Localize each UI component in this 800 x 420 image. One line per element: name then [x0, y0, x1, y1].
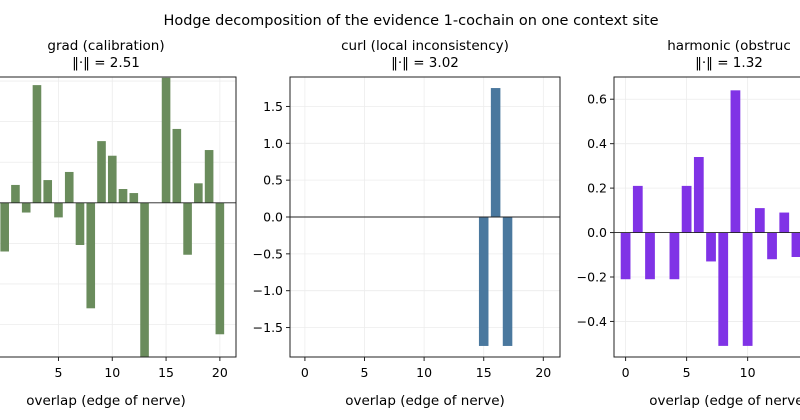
- bar: [204, 150, 214, 203]
- panel-2: 0 5 10 15 20 −1.5 −1.0 −0.5 0.0 0.5 1.0 1.5 curl (lo…: [253, 38, 561, 409]
- y-tick-label: 0.5: [263, 173, 283, 188]
- y-tick-label: 0.0: [587, 225, 607, 240]
- panel-norm: ‖·‖ = 3.02: [391, 55, 459, 71]
- bar: [620, 232, 631, 280]
- bar: [791, 232, 800, 257]
- y-tick-label: 1.5: [263, 99, 283, 114]
- bar: [681, 185, 692, 233]
- bar: [86, 202, 96, 309]
- bar: [54, 202, 63, 218]
- bar: [645, 232, 655, 280]
- y-tick-label: 0.4: [587, 136, 607, 151]
- panel-norm: ‖·‖ = 2.51: [72, 55, 140, 71]
- bar: [97, 141, 106, 203]
- bar: [706, 232, 716, 262]
- bar: [107, 155, 117, 203]
- y-tick-label: −0.4: [577, 314, 607, 329]
- y-tick-label: −0.5: [253, 246, 283, 261]
- y-tick-label: −0.2: [577, 270, 607, 285]
- bar: [172, 128, 182, 203]
- x-tick-label: 5: [683, 365, 691, 380]
- bar: [730, 90, 741, 233]
- panel-title: grad (calibration): [47, 38, 164, 54]
- x-tick-label: 15: [158, 365, 174, 380]
- bar: [161, 77, 171, 203]
- bar: [754, 208, 765, 233]
- bar: [632, 185, 643, 233]
- y-tick-label: 0.0: [263, 210, 283, 225]
- bar: [779, 212, 790, 233]
- bar: [43, 180, 53, 203]
- bar: [490, 88, 501, 217]
- x-axis-label: overlap (edge of nerve): [649, 393, 800, 409]
- bar: [118, 189, 128, 203]
- x-axis-label: overlap (edge of nerve): [345, 393, 505, 409]
- x-axis-label: overlap (edge of nerve): [26, 393, 186, 409]
- x-tick-label: 0: [622, 365, 630, 380]
- panel-title: harmonic (obstruc: [667, 38, 791, 54]
- bar: [64, 171, 74, 203]
- y-tick-label: −1.5: [253, 320, 283, 335]
- bar: [21, 202, 31, 213]
- bar: [194, 183, 203, 203]
- bar: [140, 202, 149, 357]
- x-tick-label: 20: [212, 365, 228, 380]
- x-tick-label: 20: [535, 365, 551, 380]
- y-tick-label: 0.2: [587, 181, 607, 196]
- axes-frame: [613, 76, 800, 358]
- y-tick-label: 1.0: [263, 136, 283, 151]
- bar: [11, 184, 20, 203]
- panel-title: curl (local inconsistency): [341, 38, 509, 54]
- panel-norm: ‖·‖ = 1.32: [695, 55, 763, 71]
- x-tick-label: 10: [104, 365, 120, 380]
- bar: [693, 157, 704, 233]
- bar: [718, 232, 729, 346]
- bar: [502, 217, 513, 346]
- panel-3: 0 5 10 −0.4 −0.2 0.0 0.2 0.4 0.6 harmonic (obstru…: [577, 38, 800, 409]
- bar: [129, 193, 139, 203]
- x-tick-label: 0: [301, 365, 309, 380]
- x-tick-label: 10: [416, 365, 432, 380]
- bar: [183, 202, 192, 255]
- figure-title: Hodge decomposition of the evidence 1-co…: [163, 13, 658, 29]
- axes-frame: [0, 76, 237, 358]
- x-tick-label: 5: [55, 365, 63, 380]
- bar: [215, 202, 225, 335]
- panel-1: 5 10 15 20 grad (calibration)‖·‖ = 2.51 overl…: [0, 38, 237, 409]
- bar: [32, 85, 42, 203]
- bar: [669, 232, 680, 280]
- bar: [767, 232, 777, 260]
- bar: [75, 202, 85, 245]
- x-tick-label: 5: [361, 365, 369, 380]
- y-tick-label: 0.6: [587, 92, 607, 107]
- bar: [742, 232, 753, 346]
- x-tick-label: 15: [476, 365, 492, 380]
- x-tick-label: 10: [740, 365, 756, 380]
- y-tick-label: −1.0: [253, 283, 283, 298]
- bar: [0, 202, 9, 252]
- bar: [478, 217, 489, 346]
